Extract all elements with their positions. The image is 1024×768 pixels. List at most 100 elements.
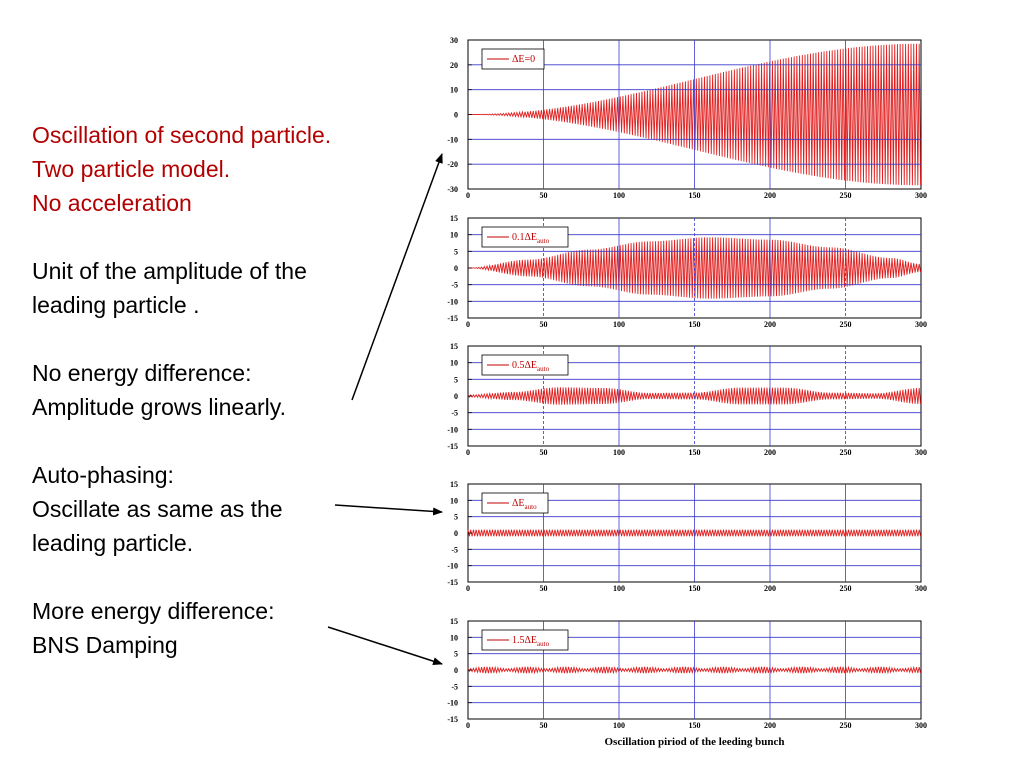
x-tick-label: 300: [915, 721, 927, 730]
x-tick-label: 100: [613, 448, 625, 457]
x-tick-label: 50: [540, 320, 548, 329]
x-tick-label: 250: [840, 721, 852, 730]
y-tick-label: -10: [447, 562, 458, 571]
x-tick-label: 100: [613, 584, 625, 593]
x-tick-label: 250: [840, 448, 852, 457]
more-energy-paragraph: More energy difference: BNS Damping: [32, 594, 422, 662]
heading-line-3: No acceleration: [32, 190, 192, 216]
y-tick-label: 5: [454, 247, 458, 256]
y-tick-label: 15: [450, 342, 458, 351]
legend: 1.5ΔEauto: [481, 629, 569, 651]
heading-paragraph: Oscillation of second particle. Two part…: [32, 118, 422, 220]
no-energy-paragraph: No energy difference: Amplitude grows li…: [32, 356, 422, 424]
x-tick-label: 0: [466, 448, 470, 457]
auto-phasing-line-2: Oscillate as same as the: [32, 496, 283, 522]
x-tick-label: 150: [689, 320, 701, 329]
x-tick-label: 0: [466, 584, 470, 593]
legend-box: [481, 226, 569, 248]
y-tick-label: -10: [447, 297, 458, 306]
no-energy-line-2: Amplitude grows linearly.: [32, 394, 286, 420]
y-tick-label: -15: [447, 442, 458, 451]
y-tick-label: 5: [454, 375, 458, 384]
y-tick-label: -15: [447, 578, 458, 587]
x-tick-label: 150: [689, 448, 701, 457]
x-tick-label: 150: [689, 584, 701, 593]
unit-line-1: Unit of the amplitude of the: [32, 258, 307, 284]
arrow-to-auto-panel: [334, 504, 443, 516]
y-tick-label: 30: [450, 36, 458, 45]
x-tick-label: 300: [915, 448, 927, 457]
y-tick-label: -15: [447, 314, 458, 323]
y-tick-label: 15: [450, 617, 458, 626]
x-axis-label: Oscillation piriod of the leeding bunch: [605, 736, 785, 748]
x-tick-label: 100: [613, 191, 625, 200]
legend-subscript: auto: [537, 237, 550, 245]
x-tick-label: 250: [840, 320, 852, 329]
unit-line-2: leading particle .: [32, 292, 200, 318]
y-tick-label: -10: [447, 135, 458, 144]
y-tick-label: -5: [451, 281, 458, 290]
legend-subscript: auto: [525, 503, 538, 511]
arrow-to-bns-panel: [327, 626, 443, 666]
legend-subscript: auto: [537, 640, 550, 648]
legend-label: ΔE=0: [512, 54, 535, 65]
y-tick-label: 0: [454, 111, 458, 120]
y-tick-label: -5: [451, 682, 458, 691]
x-tick-label: 100: [613, 320, 625, 329]
x-tick-label: 200: [764, 320, 776, 329]
y-tick-label: 5: [454, 650, 458, 659]
y-tick-label: 0: [454, 392, 458, 401]
unit-paragraph: Unit of the amplitude of the leading par…: [32, 254, 422, 322]
legend-box: [481, 629, 569, 651]
y-tick-label: -5: [451, 409, 458, 418]
y-tick-label: -10: [447, 699, 458, 708]
y-tick-label: 20: [450, 61, 458, 70]
y-tick-label: 0: [454, 529, 458, 538]
x-tick-label: 300: [915, 320, 927, 329]
no-energy-line-1: No energy difference:: [32, 360, 252, 386]
x-tick-label: 0: [466, 721, 470, 730]
x-tick-label: 150: [689, 721, 701, 730]
y-tick-label: 10: [450, 86, 458, 95]
arrow-to-top-panel: [351, 153, 443, 401]
x-tick-label: 200: [764, 448, 776, 457]
y-tick-label: 0: [454, 666, 458, 675]
x-tick-label: 0: [466, 191, 470, 200]
x-tick-label: 300: [915, 584, 927, 593]
heading-line-1: Oscillation of second particle.: [32, 122, 332, 148]
y-tick-label: 15: [450, 214, 458, 223]
annotation-arrows: [327, 153, 443, 666]
y-tick-label: 0: [454, 264, 458, 273]
x-tick-label: 150: [689, 191, 701, 200]
x-tick-label: 0: [466, 320, 470, 329]
y-tick-label: -30: [447, 185, 458, 194]
slide-text-block: Oscillation of second particle. Two part…: [32, 118, 422, 696]
y-tick-label: 10: [450, 231, 458, 240]
more-energy-line-2: BNS Damping: [32, 632, 178, 658]
more-energy-line-1: More energy difference:: [32, 598, 275, 624]
legend-box: [481, 354, 569, 376]
legend: ΔE=0: [481, 48, 545, 70]
legend-subscript: auto: [537, 365, 550, 373]
x-tick-label: 200: [764, 721, 776, 730]
y-tick-label: -15: [447, 715, 458, 724]
x-tick-label: 100: [613, 721, 625, 730]
auto-phasing-paragraph: Auto-phasing: Oscillate as same as the l…: [32, 458, 422, 560]
x-tick-label: 50: [540, 191, 548, 200]
x-tick-label: 250: [840, 584, 852, 593]
y-tick-label: -5: [451, 545, 458, 554]
heading-line-2: Two particle model.: [32, 156, 231, 182]
x-tick-label: 200: [764, 584, 776, 593]
y-tick-label: 10: [450, 496, 458, 505]
x-tick-label: 50: [540, 448, 548, 457]
auto-phasing-line-1: Auto-phasing:: [32, 462, 174, 488]
y-tick-label: 10: [450, 359, 458, 368]
legend: 0.1ΔEauto: [481, 226, 569, 248]
